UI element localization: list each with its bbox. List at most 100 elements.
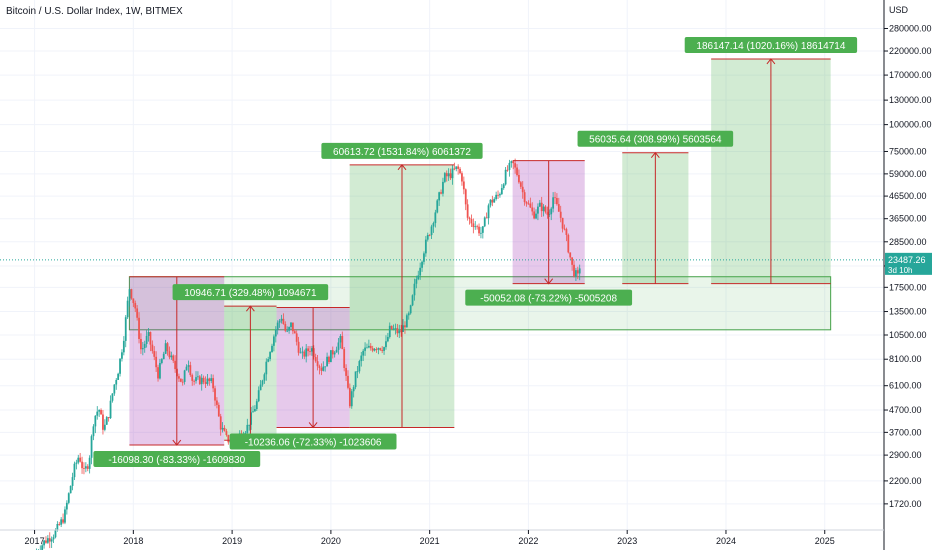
candle-body	[286, 330, 289, 332]
candle-body	[248, 424, 251, 426]
candle-body	[451, 168, 454, 179]
candle-body	[333, 352, 336, 355]
candle-body	[504, 169, 507, 185]
candle-body	[271, 345, 273, 353]
candle-body	[109, 400, 112, 419]
candle-body	[360, 355, 363, 362]
candle-body	[347, 375, 349, 388]
candle-body	[50, 539, 53, 542]
candle-body	[440, 192, 442, 194]
candle-body	[187, 365, 190, 367]
price-tag-countdown: 3d 10h	[888, 266, 912, 275]
candle-body	[442, 181, 444, 194]
candle-body	[561, 217, 564, 229]
candle-body	[552, 197, 555, 209]
candle-body	[341, 336, 344, 350]
candle-body	[481, 226, 484, 233]
candle-body	[497, 194, 499, 196]
candle-body	[122, 340, 125, 353]
candle-body	[105, 417, 108, 425]
candle-body	[252, 411, 254, 413]
candle-body	[367, 345, 370, 348]
x-tick-label: 2020	[321, 536, 341, 546]
candle-body	[140, 338, 142, 350]
measure-label: 56035.64 (308.99%) 5603564	[577, 130, 734, 147]
candle-body	[210, 378, 213, 381]
price-tag-value: 23487.26	[888, 255, 926, 265]
measure-label-text: 186147.14 (1020.16%) 18614714	[696, 41, 845, 52]
candle-body	[255, 401, 258, 410]
x-axis[interactable]: 2017 2018 2019 2020 2021 2022 2023 2024 2025	[25, 530, 835, 546]
candle-body	[466, 204, 469, 218]
candle-body	[461, 173, 463, 182]
candle-body	[67, 493, 70, 503]
candle-body	[510, 161, 513, 163]
x-tick-label: 2021	[420, 536, 440, 546]
candle-body	[60, 519, 63, 525]
candle-body	[392, 328, 395, 330]
candle-body	[322, 366, 325, 371]
candle-body	[464, 189, 467, 205]
candle-body	[132, 298, 135, 304]
candle-body	[254, 409, 256, 412]
candle-body	[350, 391, 353, 407]
measure-arrow-head	[766, 58, 776, 65]
candle-body	[197, 376, 199, 378]
y-tick-label: 4700.00	[889, 405, 922, 415]
candle-body	[386, 336, 389, 342]
candle-body	[276, 322, 279, 330]
candle-body	[43, 540, 45, 546]
candle-body	[320, 367, 323, 371]
candle-body	[41, 545, 44, 550]
candle-body	[358, 361, 361, 372]
candle-body	[369, 345, 372, 349]
y-tick-label: 28500.00	[889, 237, 927, 247]
candle-body	[290, 322, 292, 328]
candle-body	[470, 219, 473, 224]
candle-body	[514, 163, 517, 168]
candle-body	[404, 325, 406, 328]
candle-body	[216, 400, 218, 405]
candle-body	[257, 390, 260, 402]
x-tick-label: 2024	[716, 536, 736, 546]
candle-body	[518, 174, 520, 183]
candle-body	[83, 468, 85, 469]
measure-label: 10946.71 (329.48%) 1094671	[172, 284, 329, 301]
candle-body	[100, 410, 102, 415]
candle-body	[73, 463, 76, 478]
candle-body	[554, 197, 556, 199]
measure-label-text: 60613.72 (1531.84%) 6061372	[333, 147, 471, 158]
candle-body	[263, 374, 266, 381]
candle-body	[128, 289, 131, 301]
candle-body	[324, 366, 327, 368]
candle-body	[86, 466, 89, 469]
candle-body	[556, 198, 558, 205]
candle-body	[485, 217, 488, 219]
candle-body	[400, 330, 403, 332]
candle-body	[434, 212, 437, 224]
candle-body	[212, 378, 215, 389]
measure-label-text: 56035.64 (308.99%) 5603564	[589, 135, 722, 146]
candle-body	[81, 461, 83, 469]
candle-body	[305, 348, 308, 357]
y-tick-label: 220000.00	[889, 46, 932, 56]
candle-body	[563, 228, 566, 230]
y-tick-label: 100000.00	[889, 120, 932, 130]
candle-body	[424, 239, 427, 254]
candle-body	[445, 173, 448, 177]
candle-body	[65, 502, 68, 510]
x-tick-label: 2017	[25, 536, 45, 546]
candle-body	[227, 435, 230, 443]
candle-body	[356, 371, 359, 373]
candle-body	[500, 188, 503, 195]
candle-body	[141, 348, 144, 350]
candle-body	[58, 523, 61, 525]
candle-body	[168, 351, 171, 358]
candle-body	[77, 457, 80, 463]
candle-body	[542, 206, 545, 212]
candle-body	[453, 168, 456, 170]
candle-body	[550, 208, 553, 215]
candle-body	[546, 212, 549, 215]
candle-body	[421, 261, 423, 268]
